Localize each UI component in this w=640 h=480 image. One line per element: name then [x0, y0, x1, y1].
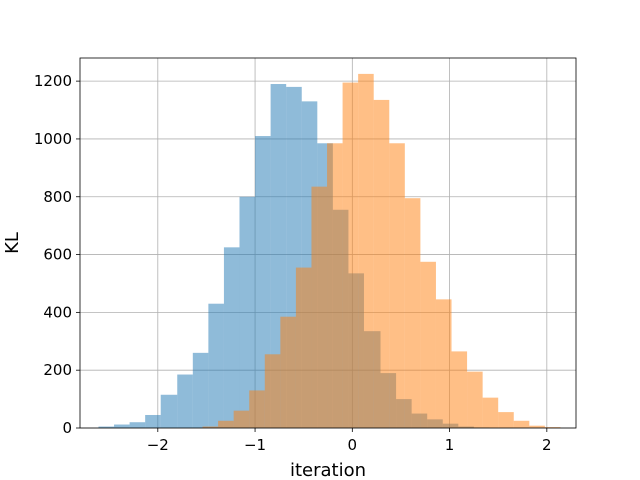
y-tick-label: 0 — [62, 419, 72, 437]
histogram-bar-series-2 — [249, 390, 265, 428]
x-axis-label: iteration — [290, 460, 366, 480]
histogram-bar-series-2 — [513, 420, 530, 428]
histogram-bar-series-2 — [233, 410, 250, 428]
y-tick-label: 1200 — [34, 72, 72, 90]
histogram-bar-series-2 — [482, 397, 499, 428]
histogram-bar-series-1 — [177, 374, 193, 428]
histogram-bar-series-2 — [451, 351, 468, 428]
histogram-bar-series-2 — [373, 99, 390, 428]
histogram-bar-series-2 — [202, 426, 219, 428]
histogram-bar-series-2 — [311, 186, 328, 428]
histogram-bar-series-2 — [280, 316, 296, 428]
x-tick-label: 1 — [445, 436, 455, 454]
histogram-bar-series-1 — [223, 247, 240, 428]
ticks: −2 −1 0 1 2 0 200 400 600 800 1000 1200 — [34, 72, 552, 454]
y-tick-label: 400 — [43, 303, 72, 321]
histogram-bar-series-1 — [192, 352, 209, 428]
histogram-bar-series-2 — [342, 82, 359, 428]
histogram-bar-series-2 — [435, 299, 452, 428]
y-tick-label: 800 — [43, 188, 72, 206]
histogram-bar-series-1 — [239, 196, 256, 428]
x-tick-label: −1 — [244, 436, 266, 454]
y-tick-label: 600 — [43, 246, 72, 264]
histogram-bar-series-2 — [218, 420, 234, 428]
histogram-bar-series-2 — [529, 425, 545, 428]
histogram-bar-series-2 — [358, 73, 374, 428]
histogram-bar-series-2 — [295, 267, 312, 428]
histogram-bar-series-2 — [327, 143, 343, 428]
y-tick-label: 200 — [43, 361, 72, 379]
histogram-bar-series-1 — [208, 303, 224, 428]
histogram-bar-series-2 — [467, 371, 483, 428]
histogram-bar-series-1 — [160, 394, 178, 428]
histogram-bar-series-2 — [404, 198, 421, 428]
histogram-bar-series-2 — [498, 412, 514, 428]
plot-frame — [79, 57, 577, 429]
histogram-bar-series-1 — [114, 424, 130, 428]
histogram-bar-series-1 — [98, 426, 115, 428]
x-tick-label: −2 — [147, 436, 169, 454]
y-tick-label: 1000 — [34, 130, 72, 148]
y-axis-label: KL — [2, 232, 23, 254]
x-tick-label: 0 — [348, 436, 358, 454]
histogram-bar-series-1 — [129, 422, 146, 428]
histogram-bar-series-2 — [264, 354, 281, 428]
x-tick-label: 2 — [542, 436, 552, 454]
histogram-bar-series-2 — [420, 261, 436, 428]
histogram-bar-series-2 — [389, 143, 405, 428]
histogram-bar-series-1 — [145, 414, 161, 428]
bars — [98, 73, 561, 428]
histogram-bar-series-2 — [544, 427, 561, 428]
